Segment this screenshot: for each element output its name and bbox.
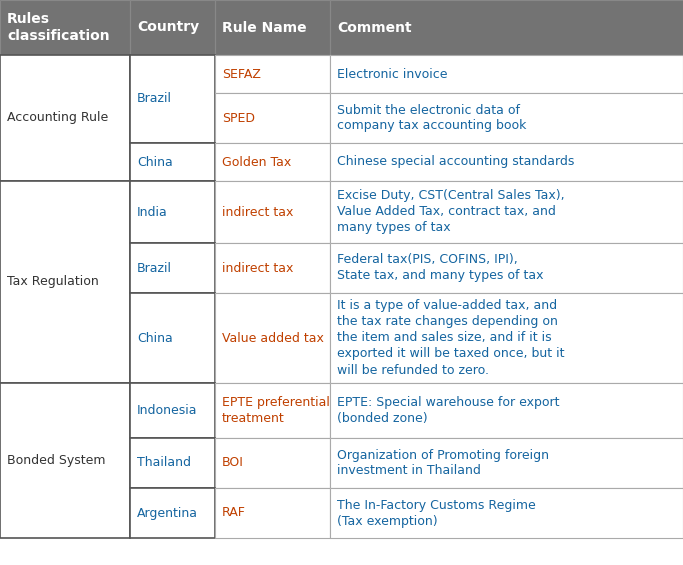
Text: Indonesia: Indonesia: [137, 404, 197, 417]
Bar: [0, 181, 130, 383]
Text: Golden Tax: Golden Tax: [222, 155, 291, 168]
Bar: [0, 383, 130, 538]
Bar: [330, 55, 683, 93]
Text: China: China: [137, 155, 173, 168]
Bar: [330, 0, 683, 55]
Bar: [0, 181, 130, 383]
Bar: [130, 0, 215, 55]
Bar: [0, 55, 130, 181]
Bar: [330, 293, 683, 383]
Text: SEFAZ: SEFAZ: [222, 67, 261, 80]
Text: Brazil: Brazil: [137, 262, 172, 275]
Bar: [215, 293, 330, 383]
Bar: [330, 293, 683, 383]
Text: Thailand: Thailand: [137, 457, 191, 470]
Bar: [215, 383, 330, 438]
Bar: [215, 243, 330, 293]
Bar: [215, 0, 330, 55]
Text: Rule Name: Rule Name: [222, 20, 307, 34]
Text: Bonded System: Bonded System: [7, 454, 105, 467]
Bar: [330, 181, 683, 243]
Text: The In-Factory Customs Regime
(Tax exemption): The In-Factory Customs Regime (Tax exemp…: [337, 498, 535, 528]
Bar: [330, 488, 683, 538]
Bar: [130, 181, 215, 243]
Bar: [215, 293, 330, 383]
Bar: [330, 181, 683, 243]
Text: India: India: [137, 206, 168, 219]
Bar: [130, 55, 215, 143]
Bar: [215, 243, 330, 293]
Bar: [215, 55, 330, 93]
Bar: [330, 0, 683, 55]
Bar: [215, 93, 330, 143]
Text: Accounting Rule: Accounting Rule: [7, 111, 108, 124]
Bar: [0, 0, 130, 55]
Bar: [330, 438, 683, 488]
Text: Brazil: Brazil: [137, 93, 172, 106]
Bar: [330, 55, 683, 93]
Bar: [215, 143, 330, 181]
Bar: [215, 488, 330, 538]
Text: EPTE preferential
treatment: EPTE preferential treatment: [222, 396, 330, 425]
Bar: [0, 383, 130, 538]
Bar: [0, 55, 130, 181]
Bar: [330, 243, 683, 293]
Bar: [330, 143, 683, 181]
Text: Rules
classification: Rules classification: [7, 12, 110, 43]
Bar: [0, 0, 130, 55]
Bar: [330, 488, 683, 538]
Bar: [330, 243, 683, 293]
Bar: [130, 438, 215, 488]
Bar: [130, 383, 215, 438]
Text: It is a type of value-added tax, and
the tax rate changes depending on
the item : It is a type of value-added tax, and the…: [337, 299, 565, 376]
Bar: [330, 383, 683, 438]
Text: SPED: SPED: [222, 111, 255, 124]
Bar: [330, 143, 683, 181]
Text: EPTE: Special warehouse for export
(bonded zone): EPTE: Special warehouse for export (bond…: [337, 396, 559, 425]
Bar: [330, 383, 683, 438]
Bar: [215, 383, 330, 438]
Text: Comment: Comment: [337, 20, 412, 34]
Bar: [215, 181, 330, 243]
Text: Value added tax: Value added tax: [222, 332, 324, 345]
Bar: [130, 488, 215, 538]
Bar: [215, 143, 330, 181]
Bar: [130, 0, 215, 55]
Bar: [130, 243, 215, 293]
Bar: [130, 383, 215, 438]
Bar: [330, 93, 683, 143]
Bar: [130, 293, 215, 383]
Bar: [330, 93, 683, 143]
Text: Organization of Promoting foreign
investment in Thailand: Organization of Promoting foreign invest…: [337, 449, 549, 477]
Text: Chinese special accounting standards: Chinese special accounting standards: [337, 155, 574, 168]
Text: indirect tax: indirect tax: [222, 206, 294, 219]
Bar: [130, 143, 215, 181]
Bar: [130, 181, 215, 243]
Text: Country: Country: [137, 20, 199, 34]
Text: Argentina: Argentina: [137, 506, 198, 519]
Text: Federal tax(PIS, COFINS, IPI),
State tax, and many types of tax: Federal tax(PIS, COFINS, IPI), State tax…: [337, 254, 544, 282]
Bar: [330, 438, 683, 488]
Bar: [130, 243, 215, 293]
Bar: [215, 438, 330, 488]
Text: Electronic invoice: Electronic invoice: [337, 67, 447, 80]
Text: Tax Regulation: Tax Regulation: [7, 276, 99, 289]
Bar: [130, 488, 215, 538]
Bar: [215, 181, 330, 243]
Bar: [130, 293, 215, 383]
Text: BOI: BOI: [222, 457, 244, 470]
Text: Excise Duty, CST(Central Sales Tax),
Value Added Tax, contract tax, and
many typ: Excise Duty, CST(Central Sales Tax), Val…: [337, 189, 565, 234]
Bar: [130, 143, 215, 181]
Bar: [215, 488, 330, 538]
Text: RAF: RAF: [222, 506, 246, 519]
Bar: [215, 55, 330, 93]
Bar: [215, 0, 330, 55]
Text: China: China: [137, 332, 173, 345]
Bar: [215, 438, 330, 488]
Bar: [215, 93, 330, 143]
Text: indirect tax: indirect tax: [222, 262, 294, 275]
Bar: [130, 55, 215, 143]
Text: Submit the electronic data of
company tax accounting book: Submit the electronic data of company ta…: [337, 103, 527, 133]
Bar: [130, 438, 215, 488]
